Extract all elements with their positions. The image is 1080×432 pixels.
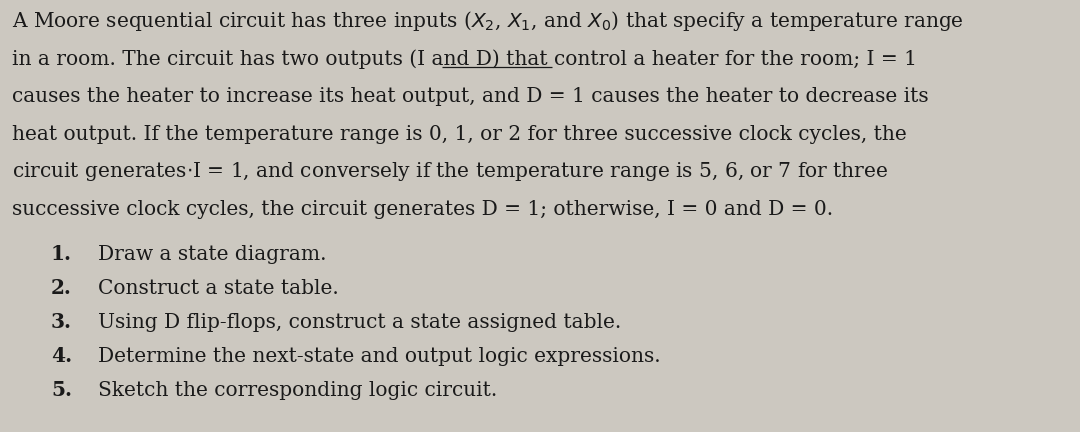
Text: A Moore sequential circuit has three inputs ($X_2$, $X_1$, and $X_0$) that speci: A Moore sequential circuit has three inp… <box>12 9 963 33</box>
Text: in a room. The circuit has two outputs (I and D) that control a heater for the r: in a room. The circuit has two outputs (… <box>12 49 917 69</box>
Text: successive clock cycles, the circuit generates D = 1; otherwise, I = 0 and D = 0: successive clock cycles, the circuit gen… <box>12 200 833 219</box>
Text: 3.: 3. <box>51 312 72 332</box>
Text: Using D flip-flops, construct a state assigned table.: Using D flip-flops, construct a state as… <box>98 313 621 332</box>
Text: causes the heater to increase its heat output, and D = 1 causes the heater to de: causes the heater to increase its heat o… <box>12 87 929 106</box>
Text: Determine the next-state and output logic expressions.: Determine the next-state and output logi… <box>98 347 661 366</box>
Text: 2.: 2. <box>51 278 72 298</box>
Text: heat output. If the temperature range is 0, 1, or 2 for three successive clock c: heat output. If the temperature range is… <box>12 124 907 143</box>
Text: Sketch the corresponding logic circuit.: Sketch the corresponding logic circuit. <box>98 381 497 400</box>
Text: Draw a state diagram.: Draw a state diagram. <box>98 245 326 264</box>
Text: 1.: 1. <box>51 244 72 264</box>
Text: circuit generates$\cdot$I = 1, and conversely if the temperature range is 5, 6, : circuit generates$\cdot$I = 1, and conve… <box>12 160 888 183</box>
Text: 5.: 5. <box>51 380 72 400</box>
Text: 4.: 4. <box>51 346 72 366</box>
Text: Construct a state table.: Construct a state table. <box>98 279 339 298</box>
